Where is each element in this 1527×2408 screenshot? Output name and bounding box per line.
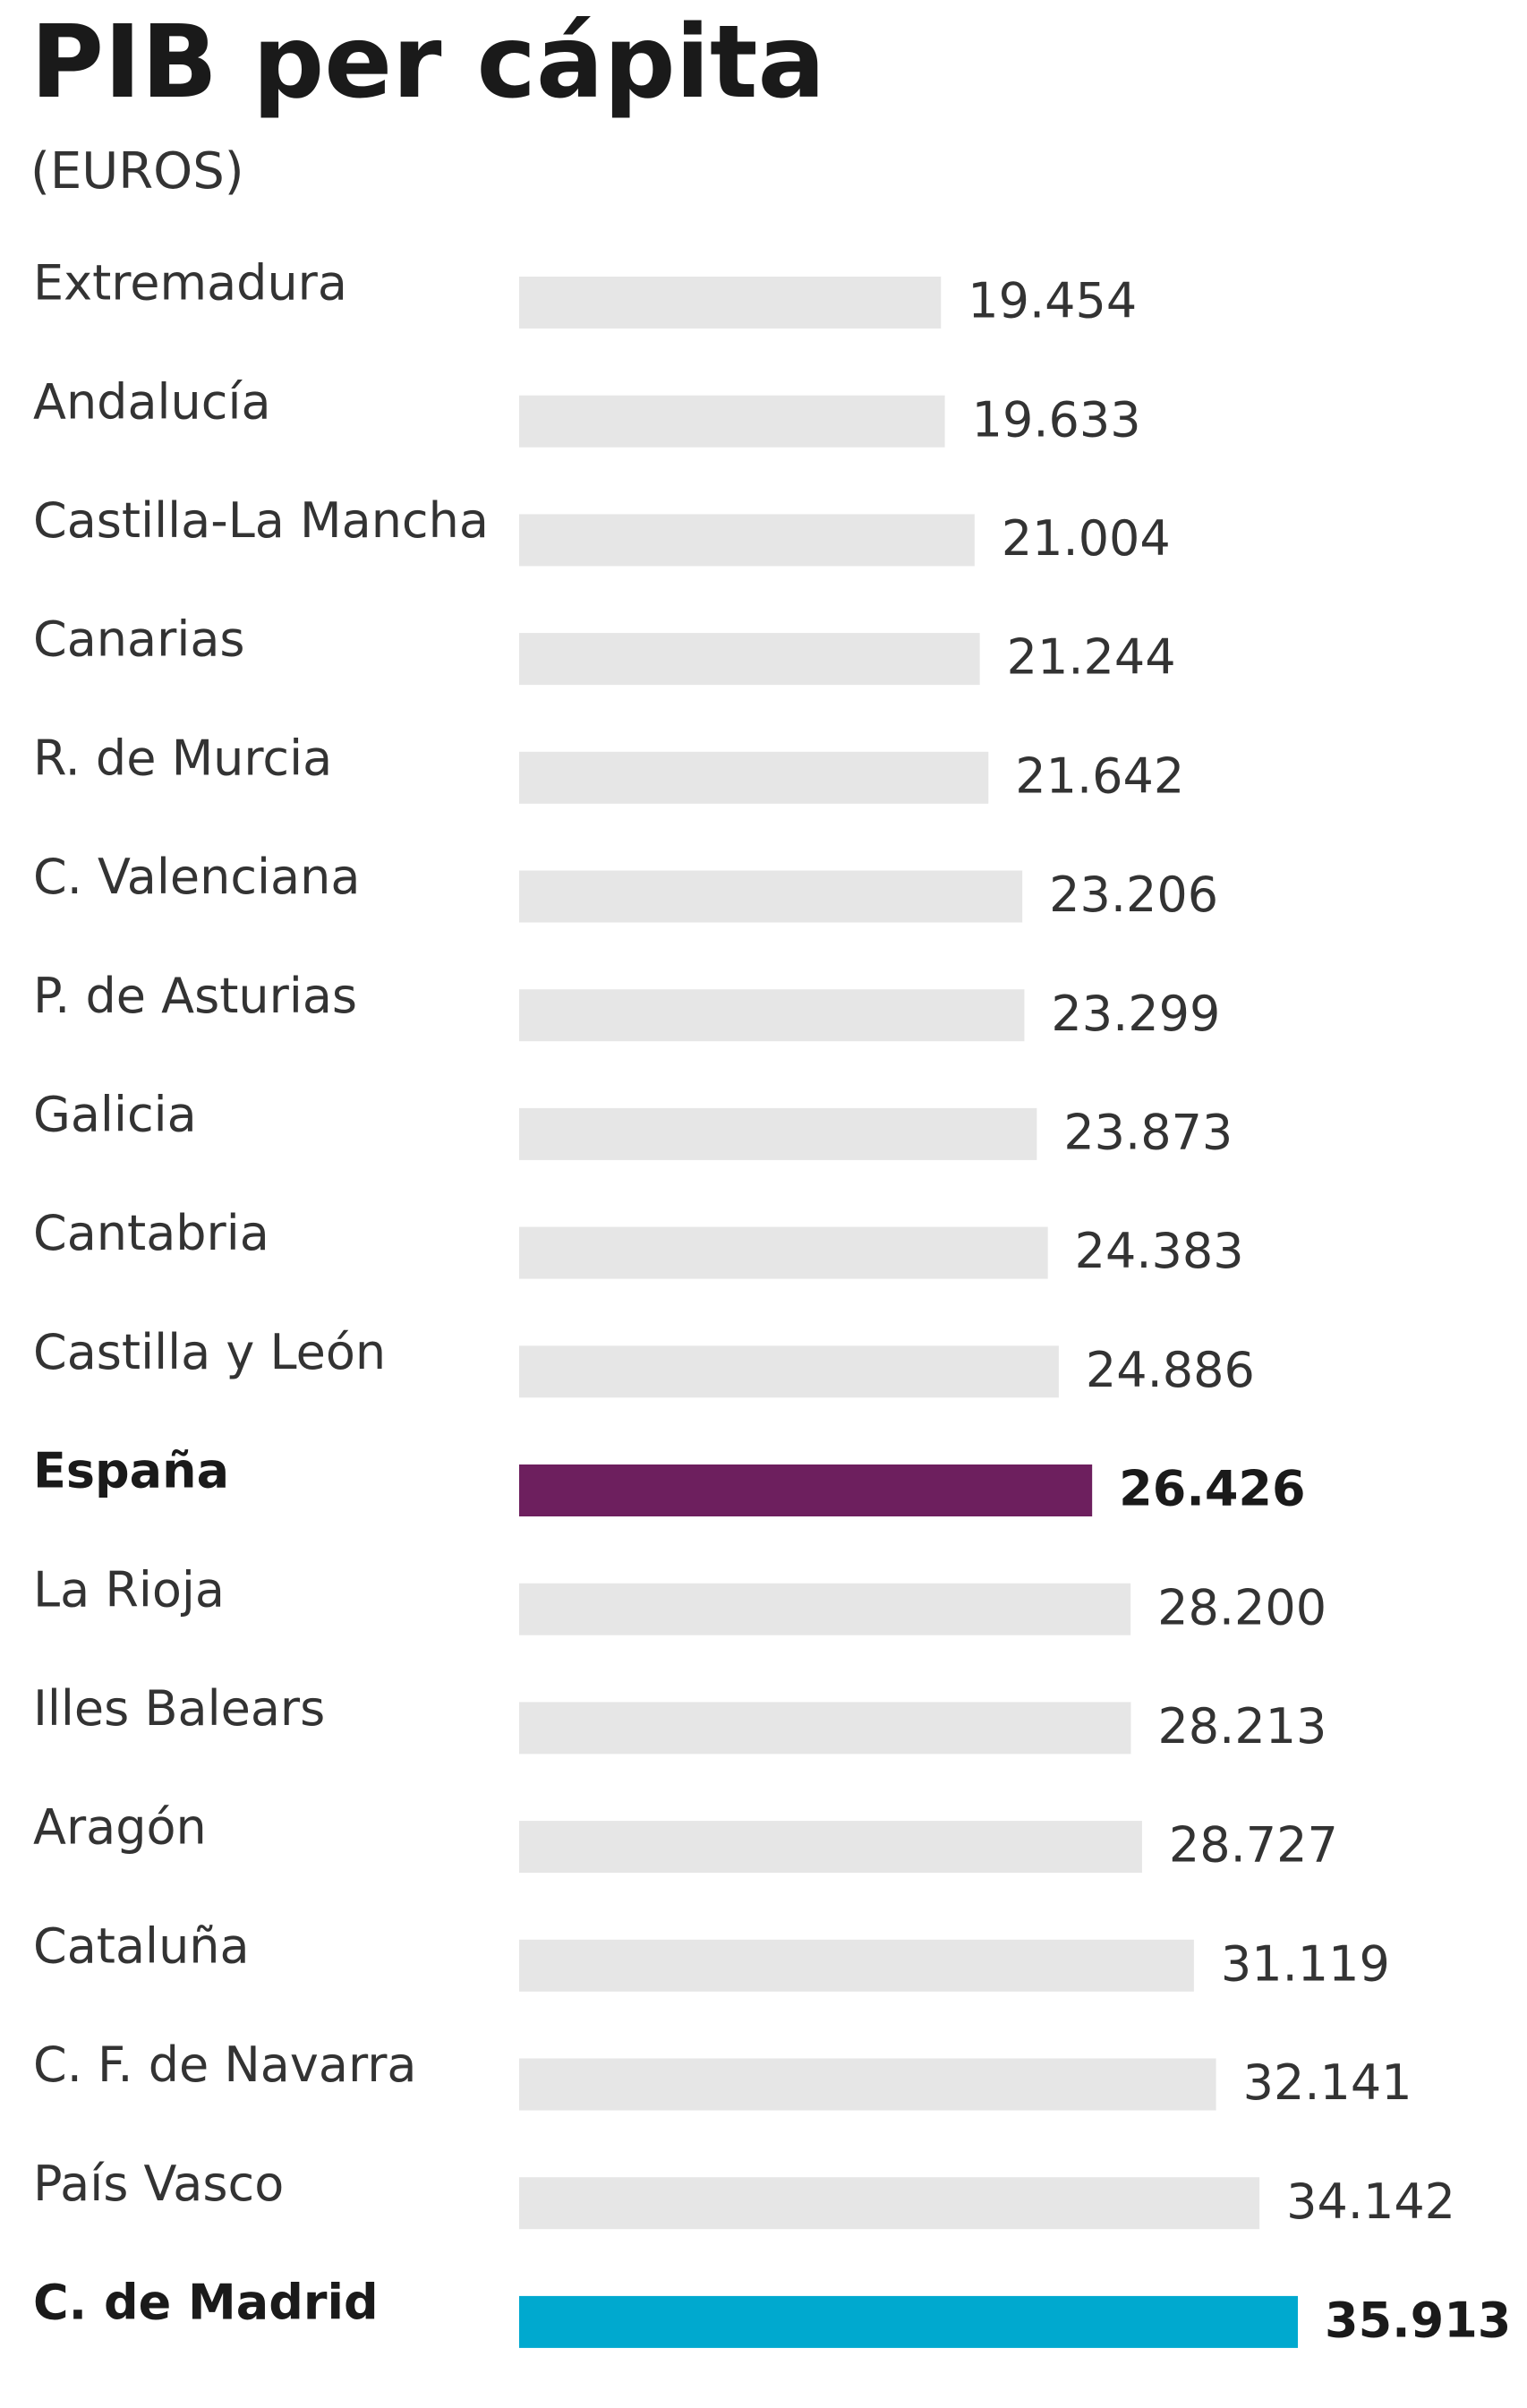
category-label: País Vasco [33, 2156, 284, 2212]
chart-title: PIB per cápita [30, 4, 825, 121]
category-label: Cantabria [33, 1205, 269, 1261]
category-label: Castilla y León [33, 1324, 386, 1380]
category-label: Castilla-La Mancha [33, 492, 489, 549]
category-label: P. de Asturias [33, 968, 357, 1024]
bar [519, 2058, 1216, 2111]
bar [519, 2295, 1298, 2348]
value-label: 34.142 [1286, 2173, 1455, 2230]
value-label: 23.206 [1049, 867, 1218, 923]
bar [519, 1464, 1093, 1516]
value-label: 32.141 [1243, 2054, 1412, 2111]
bar [519, 1702, 1131, 1755]
value-label: 31.119 [1221, 1935, 1390, 1992]
category-label: España [33, 1443, 229, 1499]
chart-subtitle: (EUROS) [30, 142, 244, 201]
value-label: 23.873 [1063, 1105, 1233, 1161]
value-label: 19.454 [968, 273, 1137, 329]
value-label: 21.244 [1007, 629, 1176, 686]
value-label: 23.299 [1051, 986, 1220, 1042]
value-label: 21.642 [1015, 747, 1184, 804]
bar [519, 870, 1023, 923]
value-label: 28.727 [1169, 1817, 1338, 1874]
bar [519, 989, 1025, 1042]
bar [519, 633, 980, 686]
category-label: Canarias [33, 611, 245, 668]
bar [519, 277, 942, 329]
category-label: Galicia [33, 1087, 197, 1143]
category-label: C. Valenciana [33, 849, 360, 905]
bar [519, 1939, 1194, 1992]
value-label: 19.633 [972, 391, 1141, 448]
value-label: 21.004 [1002, 510, 1171, 567]
category-label: Cataluña [33, 1917, 250, 1974]
value-label: 28.213 [1157, 1698, 1327, 1755]
bar [519, 1821, 1142, 1874]
bar [519, 1107, 1037, 1160]
category-label: C. de Madrid [33, 2275, 379, 2331]
bar [519, 751, 989, 804]
value-label: 35.913 [1325, 2293, 1511, 2349]
bar [519, 1583, 1131, 1635]
category-label: C. F. de Navarra [33, 2037, 417, 2093]
bar [519, 514, 975, 567]
bar [519, 1345, 1059, 1398]
category-label: Illes Balears [33, 1680, 325, 1737]
bar [519, 1226, 1048, 1279]
category-label: Extremadura [33, 255, 347, 312]
bar [519, 2177, 1260, 2230]
bar [519, 395, 945, 448]
value-label: 24.886 [1086, 1342, 1255, 1398]
category-label: La Rioja [33, 1561, 225, 1618]
value-label: 28.200 [1157, 1579, 1327, 1635]
value-label: 26.426 [1119, 1461, 1305, 1517]
category-label: R. de Murcia [33, 730, 332, 786]
category-label: Andalucía [33, 373, 271, 430]
category-label: Aragón [33, 1799, 207, 1856]
value-label: 24.383 [1075, 1223, 1244, 1279]
